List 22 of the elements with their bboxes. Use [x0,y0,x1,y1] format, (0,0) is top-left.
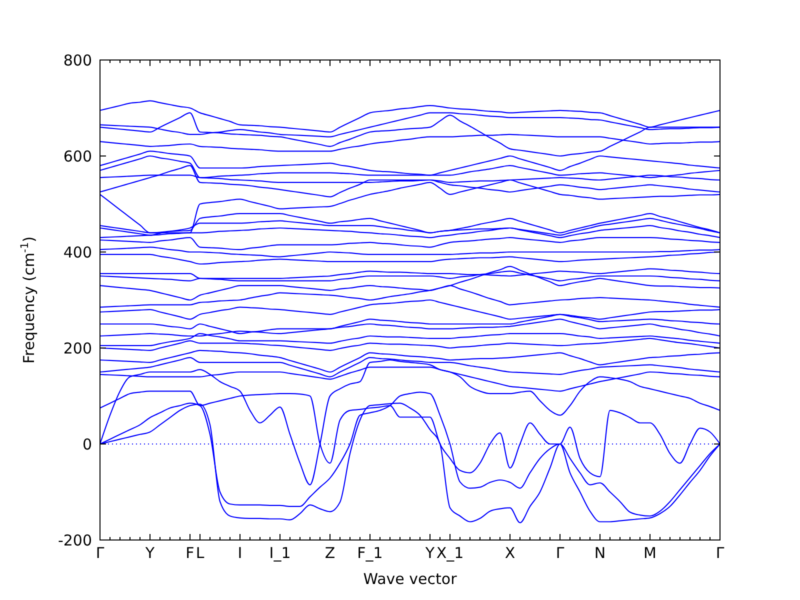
x-tick-label: M [644,544,656,562]
y-tick-label: -200 [58,531,92,550]
x-tick-label: N [594,544,606,562]
x-tick-label: X [504,544,516,562]
y-tick-label: 400 [63,243,92,262]
x-tick-label: L [196,544,205,562]
y-tick-label: 800 [63,51,92,70]
x-tick-label: I [238,544,242,562]
x-tick-label: Y [144,544,156,562]
x-tick-label: F_1 [357,544,383,562]
x-tick-label: Γ [556,544,565,562]
x-tick-label: X_1 [436,544,464,562]
x-tick-label: Γ [716,544,725,562]
x-tick-label: F [186,544,194,562]
x-tick-label: Y [424,544,436,562]
y-tick-label: 600 [63,147,92,166]
y-tick-label: 0 [82,435,92,454]
x-axis-title: Wave vector [363,570,458,588]
x-tick-label: Z [324,544,336,562]
x-tick-label: I_1 [269,544,291,562]
y-tick-label: 200 [63,339,92,358]
x-tick-label: Γ [96,544,105,562]
